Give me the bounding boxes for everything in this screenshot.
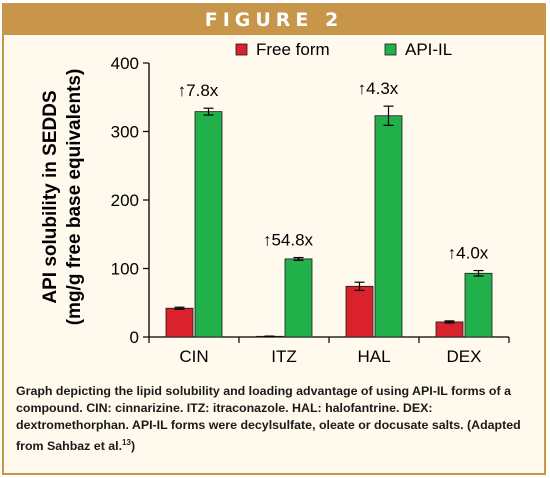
y-tick-label: 200 [111, 191, 139, 210]
bar-free-form-dex [435, 321, 464, 338]
legend-label-free-form: Free form [256, 40, 330, 59]
x-tick-label: DEX [447, 347, 482, 366]
bar-chart: API solubility in SEDDS (mg/g free base … [40, 40, 510, 366]
fold-change-label: ↑7.8x [178, 81, 219, 100]
caption-close: ) [130, 439, 136, 454]
y-axis-title-line2: (mg/g free base equivalents) [64, 69, 85, 326]
x-tick-label: CIN [179, 347, 208, 366]
legend-swatch-free-form [235, 43, 248, 56]
bars [165, 105, 493, 338]
figure-banner: FIGURE 2 [4, 5, 544, 35]
caption-ref: 13 [122, 438, 131, 447]
annotations: ↑7.8x ↑54.8x ↑4.3x ↑4.0x [178, 79, 489, 262]
y-tick-label: 300 [111, 123, 139, 142]
fold-change-label: ↑54.8x [263, 231, 314, 250]
y-axis-title-line1: API solubility in SEDDS [40, 90, 61, 303]
legend: Free form API-IL [235, 40, 452, 59]
x-tick-label: ITZ [271, 347, 297, 366]
bar-free-form-cin [165, 307, 194, 338]
bar-api-il-cin [194, 111, 223, 338]
fold-change-label: ↑4.0x [448, 244, 489, 263]
legend-label-api-il: API-IL [405, 40, 452, 59]
legend-swatch-api-il [384, 43, 397, 56]
y-tick-label: 400 [111, 54, 139, 73]
bar-api-il-itz [284, 258, 313, 338]
figure-caption: Graph depicting the lipid solubility and… [16, 383, 536, 455]
x-axis: CIN ITZ HAL DEX [148, 336, 510, 366]
bar-free-form-hal [345, 285, 374, 338]
y-axis: 0 100 200 300 400 [111, 54, 150, 347]
bar-api-il-dex [464, 272, 493, 338]
y-tick-label: 100 [111, 260, 139, 279]
fold-change-label: ↑4.3x [358, 79, 399, 98]
y-axis-title: API solubility in SEDDS (mg/g free base … [40, 69, 85, 326]
bar-api-il-hal [374, 115, 403, 338]
caption-text: Graph depicting the lipid solubility and… [16, 384, 521, 454]
x-tick-label: HAL [357, 347, 390, 366]
y-tick-label: 0 [130, 328, 139, 347]
figure-frame: FIGURE 2 API solubility in SEDDS (mg/g f… [2, 3, 546, 475]
